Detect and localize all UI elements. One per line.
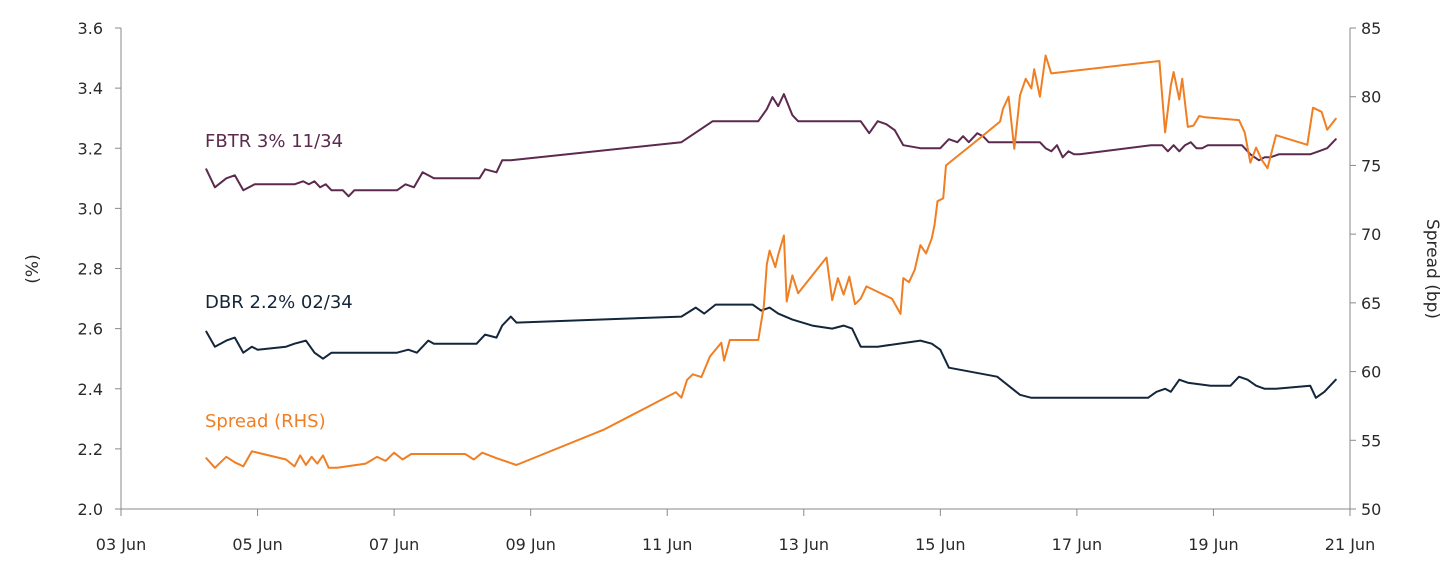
left-tick-label: 3.2 (78, 139, 103, 158)
left-tick-label: 2.4 (78, 380, 103, 399)
x-tick-label: 07 Jun (369, 535, 419, 554)
x-tick-label: 21 Jun (1325, 535, 1375, 554)
right-tick-label: 65 (1361, 294, 1381, 313)
left-tick-label: 2.8 (78, 260, 103, 279)
series-line-dbr (205, 303, 1337, 399)
x-tick-label: 09 Jun (505, 535, 555, 554)
series-labels: FBTR 3% 11/34 DBR 2.2% 02/34 Spread (RHS… (205, 131, 353, 432)
right-tick-label: 55 (1361, 431, 1381, 450)
left-tick-label: 3.0 (78, 199, 103, 218)
right-tick-label: 85 (1361, 19, 1381, 38)
series-label-fbtr: FBTR 3% 11/34 (205, 131, 343, 152)
series-line-spread (205, 54, 1337, 469)
x-tick-label: 13 Jun (779, 535, 829, 554)
x-tick-label: 15 Jun (915, 535, 965, 554)
series-label-dbr: DBR 2.2% 02/34 (205, 292, 353, 313)
axes: 2.0 2.2 2.4 2.6 2.8 3.0 3.2 3.4 3.6 50 55 60 65 70 75 8… (78, 19, 1382, 554)
x-tick-label: 17 Jun (1052, 535, 1102, 554)
right-tick-label: 70 (1361, 225, 1381, 244)
series-line-fbtr (205, 93, 1337, 198)
right-tick-label: 50 (1361, 500, 1381, 519)
left-tick-label: 2.2 (78, 440, 103, 459)
left-axis-title: (%) (23, 254, 43, 283)
right-tick-label: 60 (1361, 363, 1381, 382)
x-tick-label: 11 Jun (642, 535, 692, 554)
x-tick-label: 19 Jun (1188, 535, 1238, 554)
x-tick-label: 05 Jun (232, 535, 282, 554)
series-label-spread: Spread (RHS) (205, 411, 326, 432)
left-tick-label: 3.6 (78, 19, 103, 38)
series-lines (205, 54, 1337, 469)
left-tick-label: 2.6 (78, 320, 103, 339)
right-tick-label: 75 (1361, 156, 1381, 175)
right-axis-title: Spread (bp) (1422, 219, 1442, 319)
left-tick-label: 3.4 (78, 79, 103, 98)
right-tick-label: 80 (1361, 88, 1381, 107)
x-tick-label: 03 Jun (96, 535, 146, 554)
left-tick-label: 2.0 (78, 500, 103, 519)
